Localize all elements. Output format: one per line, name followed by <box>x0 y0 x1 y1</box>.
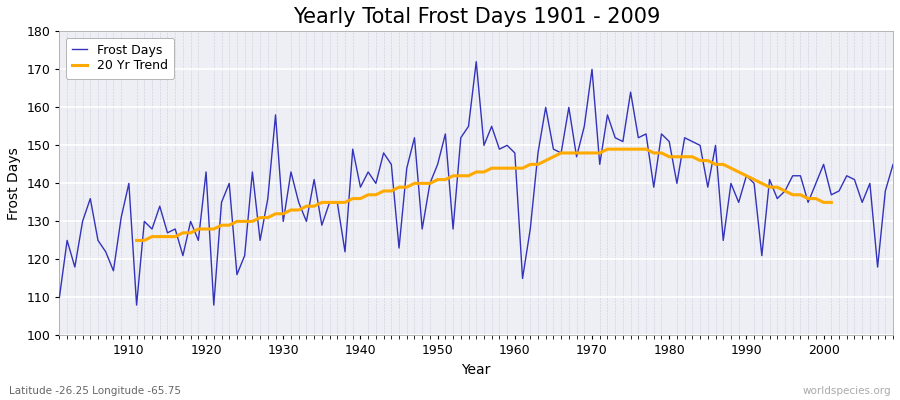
20 Yr Trend <box>811 196 822 201</box>
20 Yr Trend <box>293 208 304 212</box>
20 Yr Trend <box>602 147 613 152</box>
X-axis label: Year: Year <box>462 363 490 377</box>
20 Yr Trend <box>309 204 320 208</box>
Frost Days <box>525 227 535 232</box>
Title: Yearly Total Frost Days 1901 - 2009: Yearly Total Frost Days 1901 - 2009 <box>292 7 660 27</box>
Line: Frost Days: Frost Days <box>59 62 893 305</box>
20 Yr Trend <box>216 223 227 228</box>
Frost Days <box>116 215 127 220</box>
Frost Days <box>471 59 482 64</box>
Frost Days <box>887 162 898 167</box>
20 Yr Trend <box>725 166 736 170</box>
20 Yr Trend <box>826 200 837 205</box>
20 Yr Trend <box>131 238 142 243</box>
Legend: Frost Days, 20 Yr Trend: Frost Days, 20 Yr Trend <box>66 38 175 78</box>
Text: worldspecies.org: worldspecies.org <box>803 386 891 396</box>
Frost Days <box>339 250 350 254</box>
Text: Latitude -26.25 Longitude -65.75: Latitude -26.25 Longitude -65.75 <box>9 386 181 396</box>
Y-axis label: Frost Days: Frost Days <box>7 147 21 220</box>
Frost Days <box>518 276 528 281</box>
Line: 20 Yr Trend: 20 Yr Trend <box>137 149 832 240</box>
Frost Days <box>131 303 142 308</box>
Frost Days <box>293 200 304 205</box>
Frost Days <box>617 139 628 144</box>
Frost Days <box>54 295 65 300</box>
20 Yr Trend <box>818 200 829 205</box>
